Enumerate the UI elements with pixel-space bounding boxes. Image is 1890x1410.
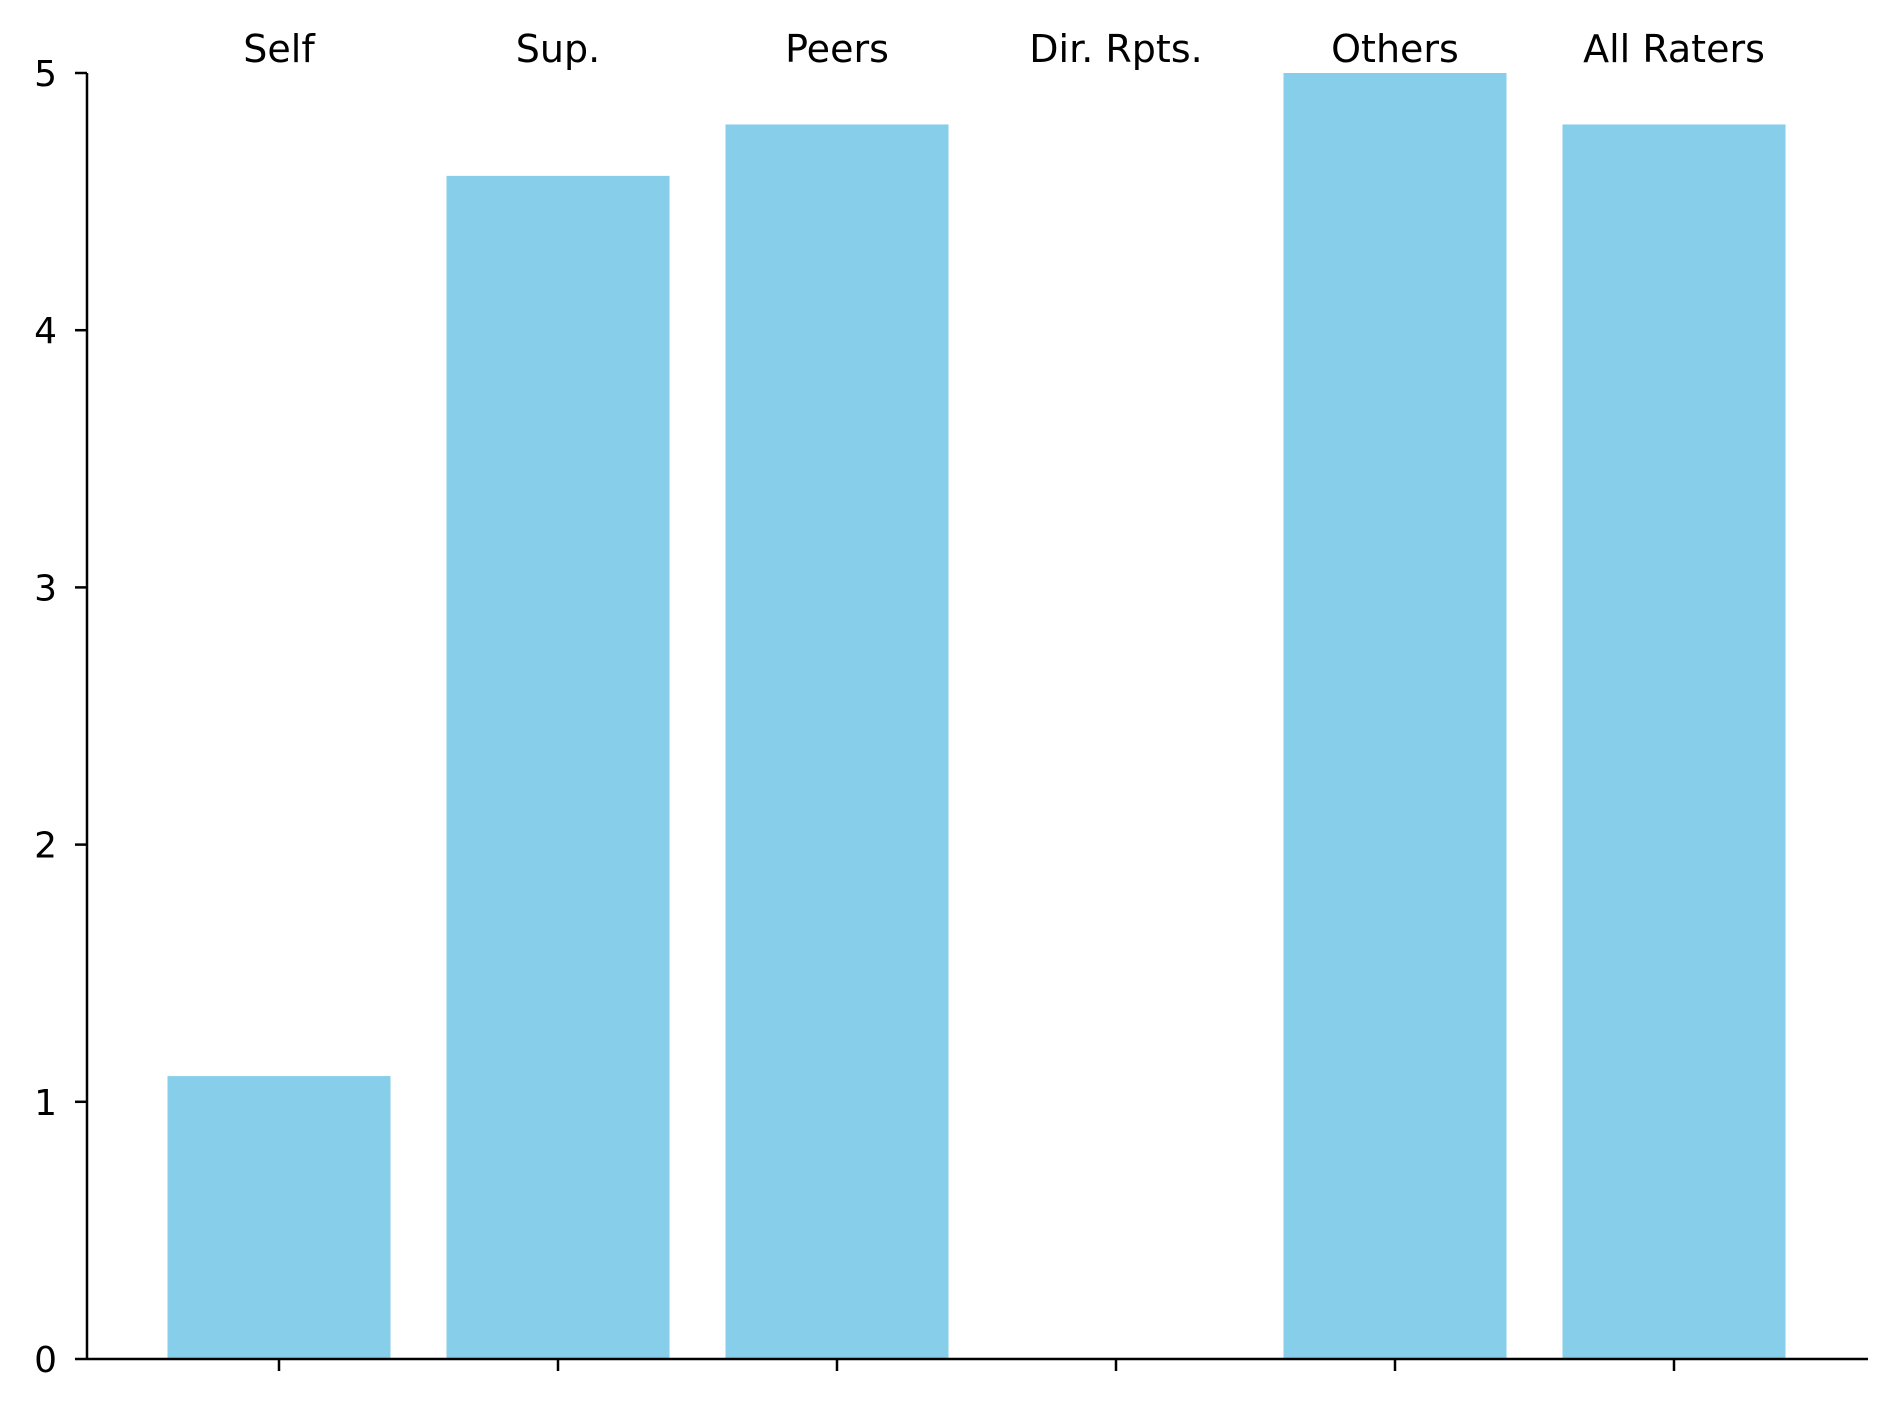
category-label-peers: Peers [785,27,889,71]
y-tick-label-3: 3 [34,568,57,609]
y-tick-label-4: 4 [34,311,57,352]
bar-self [167,1076,391,1359]
category-label-self: Self [243,27,316,71]
bar-sup [446,175,670,1359]
y-ticks: 0 1 2 3 4 5 [34,54,87,1381]
category-label-others: Others [1331,27,1459,71]
bar-all-raters [1562,124,1786,1360]
bar-others [1283,73,1507,1359]
category-label-sup: Sup. [516,27,600,71]
y-tick-label-2: 2 [34,826,57,867]
bar-peers [725,124,949,1360]
category-label-dir-rpts: Dir. Rpts. [1029,27,1202,71]
category-label-all-raters: All Raters [1583,27,1765,71]
bars-layer [167,73,1786,1360]
axes-layer [85,73,1868,1361]
y-tick-label-1: 1 [34,1083,57,1124]
y-tick-label-5: 5 [34,54,57,95]
x-ticks [277,1359,1676,1371]
category-labels: Self Sup. Peers Dir. Rpts. Others All Raters [243,27,1765,71]
y-tick-label-0: 0 [34,1340,57,1381]
